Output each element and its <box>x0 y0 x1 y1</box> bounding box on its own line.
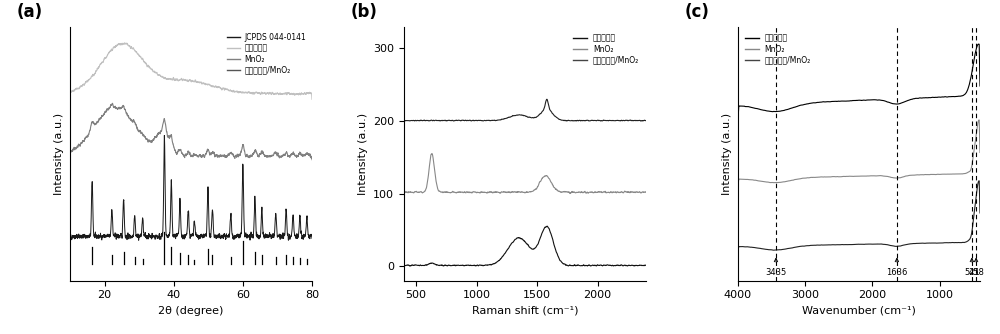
Text: (b): (b) <box>351 3 378 21</box>
Text: 458: 458 <box>968 259 984 277</box>
Text: (c): (c) <box>685 3 710 21</box>
Y-axis label: Intensity (a.u.): Intensity (a.u.) <box>722 113 732 195</box>
X-axis label: 2θ (degree): 2θ (degree) <box>158 306 224 316</box>
Text: 521: 521 <box>964 259 980 277</box>
Text: 3435: 3435 <box>765 259 787 277</box>
Y-axis label: Intensity (a.u.): Intensity (a.u.) <box>358 113 368 195</box>
Legend: JCPDS 044-0141, 含氮多孔碘, MnO₂, 含氮多孔碘/MnO₂: JCPDS 044-0141, 含氮多孔碘, MnO₂, 含氮多孔碘/MnO₂ <box>224 30 308 77</box>
X-axis label: Wavenumber (cm⁻¹): Wavenumber (cm⁻¹) <box>802 306 916 316</box>
Y-axis label: Intensity (a.u.): Intensity (a.u.) <box>54 113 64 195</box>
Text: 1636: 1636 <box>886 259 908 277</box>
Legend: 含氮多孔碘, MnO₂, 含氮多孔碘/MnO₂: 含氮多孔碘, MnO₂, 含氮多孔碘/MnO₂ <box>742 30 814 67</box>
Text: (a): (a) <box>17 3 43 21</box>
Legend: 含氮多孔碘, MnO₂, 含氮多孔碘/MnO₂: 含氮多孔碘, MnO₂, 含氮多孔碘/MnO₂ <box>570 30 642 67</box>
X-axis label: Raman shift (cm⁻¹): Raman shift (cm⁻¹) <box>472 306 578 316</box>
